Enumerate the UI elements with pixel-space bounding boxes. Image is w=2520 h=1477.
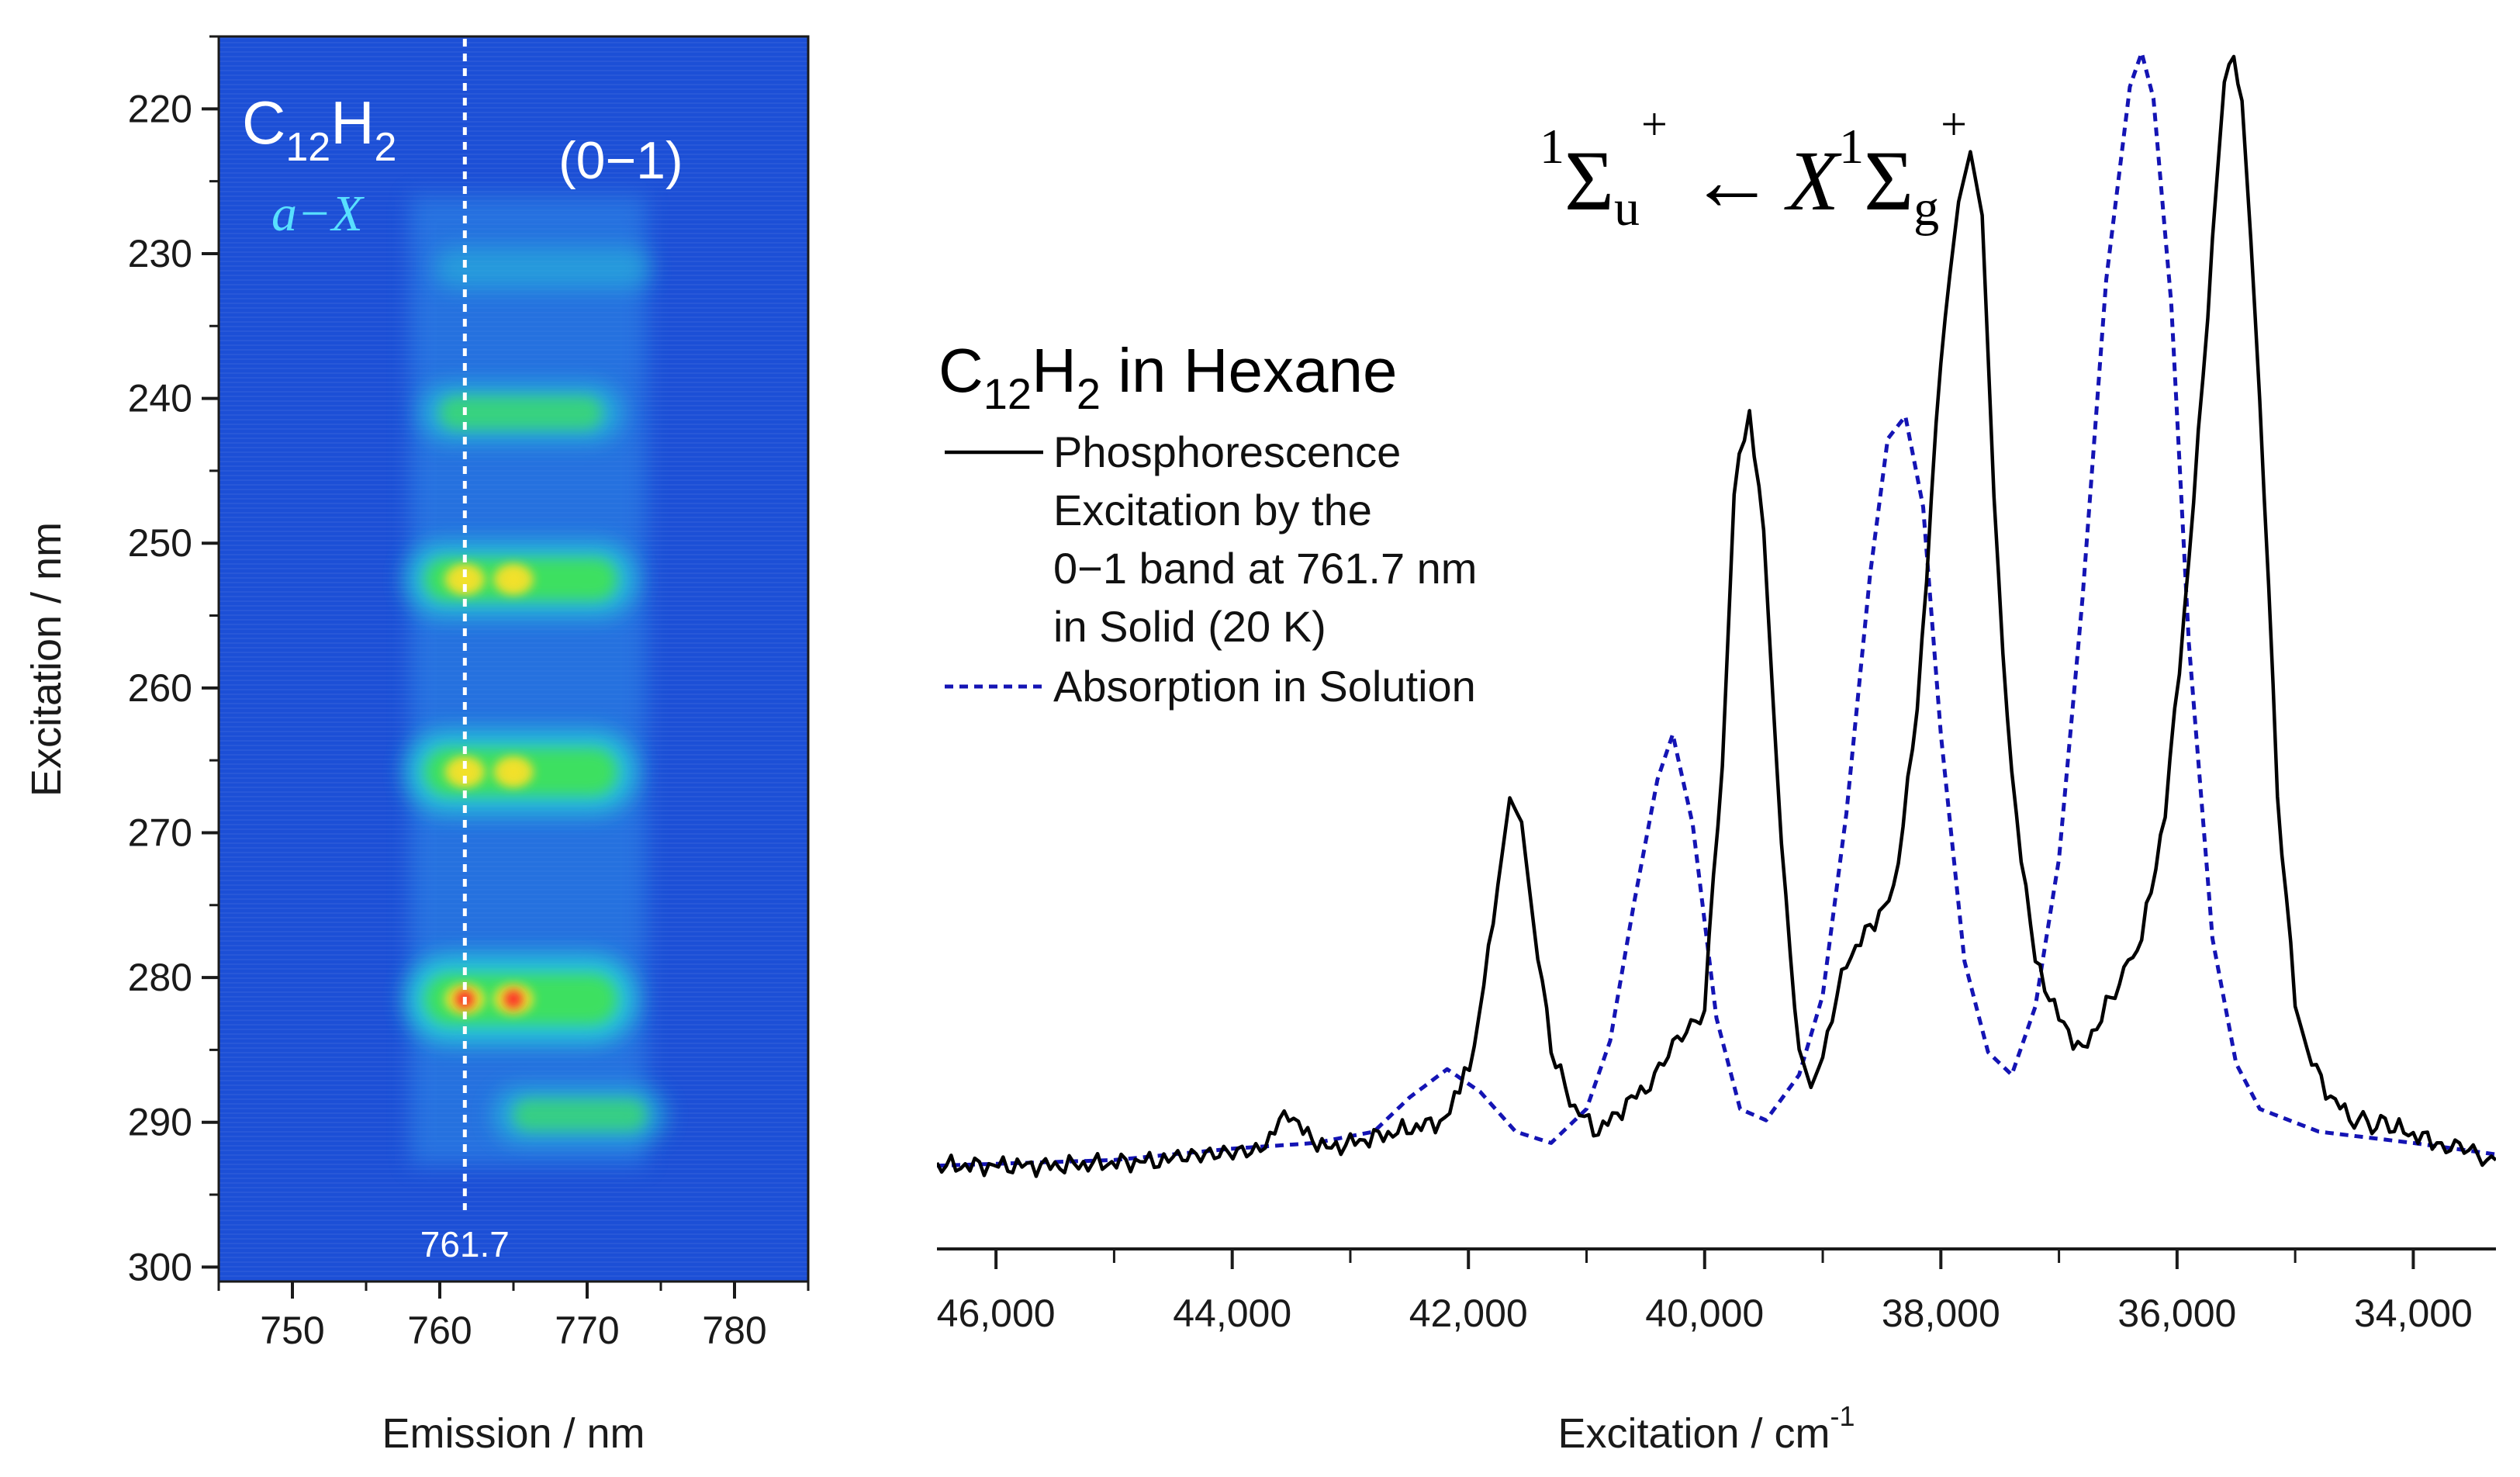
map-y-axis-title: Excitation / nm <box>23 522 70 797</box>
map-x-tick-label: 780 <box>702 1309 766 1352</box>
spectrum-chart: 46,000 44,000 42,000 40,000 38,000 36,000 34,0… <box>937 50 2496 1457</box>
marker-label: 761.7 <box>420 1224 510 1264</box>
map-hotspot <box>455 569 475 589</box>
map-hotspots <box>444 563 534 1015</box>
map-y-tick-label: 250 <box>128 521 192 565</box>
map-hotspot <box>455 763 475 782</box>
map-molecule-label: C12H2 <box>242 88 396 170</box>
map-band-label: (0−1) <box>558 131 683 190</box>
legend: Phosphorescence Excitation by the 0−1 ba… <box>945 427 1489 711</box>
map-y-tick-label: 280 <box>128 956 192 999</box>
transition-formula: 1Σu+← X1Σg+ <box>1540 99 1967 237</box>
spectrum-x-tick-label: 36,000 <box>2117 1292 2236 1335</box>
map-x-axis-title: Emission / nm <box>382 1410 645 1457</box>
map-y-axis: 220 230 240 250 260 270 280 290 300 <box>128 35 219 1288</box>
legend-entry-absorption: Absorption in Solution <box>1053 662 1476 711</box>
map-hotspot <box>504 990 523 1009</box>
map-y-tick-label: 290 <box>128 1101 192 1144</box>
spectrum-x-tick-label: 42,000 <box>1409 1292 1528 1335</box>
spectrum-x-tick-label: 46,000 <box>937 1292 1056 1335</box>
map-x-axis: 750 760 770 780 <box>217 1282 810 1352</box>
map-band-core <box>440 396 602 430</box>
map-hotspot <box>504 569 523 589</box>
map-y-tick-label: 230 <box>128 232 192 275</box>
excitation-emission-map: 761.7 C12H2 a−X (0−1) 220 230 240 250 260 270… <box>23 35 810 1457</box>
map-band-core <box>513 1099 646 1131</box>
spectrum-title: C12H2 in Hexane <box>939 336 1397 418</box>
map-band <box>493 1087 666 1143</box>
spectrum-x-axis-title: Excitation / cm-1 <box>1557 1400 1855 1457</box>
map-x-tick-label: 760 <box>407 1309 472 1352</box>
series-absorption-in-solution <box>937 50 2496 1168</box>
map-x-tick-label: 770 <box>555 1309 619 1352</box>
spectrum-x-axis: 46,000 44,000 42,000 40,000 38,000 36,000 34,0… <box>937 1249 2473 1335</box>
map-y-tick-label: 220 <box>128 87 192 130</box>
map-hotspot <box>504 763 523 782</box>
map-y-tick-label: 270 <box>128 811 192 854</box>
spectrum-x-tick-label: 34,000 <box>2354 1292 2473 1335</box>
series-phosphorescence-excitation <box>937 54 2496 1178</box>
spectrum-x-tick-label: 44,000 <box>1173 1292 1291 1335</box>
map-y-tick-label: 240 <box>128 377 192 420</box>
map-y-tick-label: 300 <box>128 1245 192 1288</box>
spectrum-x-tick-label: 38,000 <box>1882 1292 2000 1335</box>
map-transition-label: a−X <box>271 185 365 242</box>
map-band <box>434 247 652 289</box>
map-band <box>420 383 622 443</box>
map-y-tick-label: 260 <box>128 666 192 710</box>
spectrum-x-tick-label: 40,000 <box>1645 1292 1764 1335</box>
map-band-glow <box>434 247 652 289</box>
map-bands <box>405 195 666 1166</box>
map-x-tick-label: 750 <box>260 1309 324 1352</box>
legend-entry-phosphorescence: Phosphorescence Excitation by the 0−1 ba… <box>1053 427 1489 651</box>
